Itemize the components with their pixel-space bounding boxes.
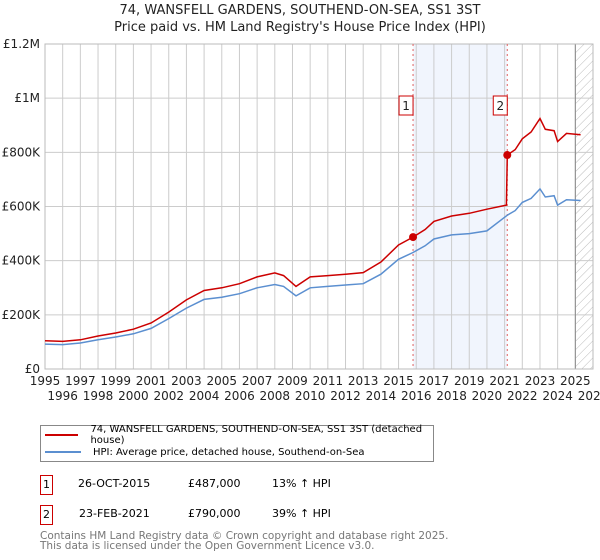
price-chart: 1995199619971998199920002001200220032004… — [2, 37, 600, 403]
x-tick-label: 2017 — [419, 374, 450, 388]
x-tick-label: 2014 — [366, 389, 397, 403]
marker-badge: 2 — [40, 505, 53, 525]
legend: 74, WANSFELL GARDENS, SOUTHEND-ON-SEA, S… — [40, 424, 434, 462]
x-tick-label: 1996 — [47, 389, 78, 403]
transaction-price: £487,000 — [188, 477, 241, 490]
transaction-hpi: 39% ↑ HPI — [272, 507, 331, 520]
footer: Contains HM Land Registry data © Crown c… — [40, 530, 449, 552]
transaction-date: 26-OCT-2015 — [78, 477, 151, 490]
x-tick-label: 2010 — [295, 389, 326, 403]
x-tick-label: 2026 — [578, 389, 600, 403]
marker-label: 1 — [402, 99, 410, 113]
legend-blue-line — [45, 451, 81, 453]
x-tick-label: 2013 — [348, 374, 379, 388]
y-tick-label: £1.2M — [3, 37, 40, 51]
y-tick-label: £400K — [2, 254, 42, 268]
x-tick-label: 2025 — [560, 374, 591, 388]
y-tick-label: £1M — [14, 91, 40, 105]
series-line — [44, 187, 581, 346]
x-tick-label: 2006 — [224, 389, 255, 403]
transaction-date: 23-FEB-2021 — [79, 507, 150, 520]
footer-line2: This data is licensed under the Open Gov… — [40, 540, 375, 552]
footer-line1: Contains HM Land Registry data © Crown c… — [40, 530, 449, 542]
transaction-price: £790,000 — [188, 507, 241, 520]
x-tick-label: 2012 — [330, 389, 361, 403]
y-tick-label: £600K — [2, 200, 42, 214]
x-tick-label: 1997 — [65, 374, 96, 388]
x-tick-label: 2000 — [118, 389, 149, 403]
x-tick-label: 2024 — [542, 389, 573, 403]
x-tick-label: 1999 — [100, 374, 131, 388]
series-line — [44, 116, 581, 343]
legend-property: 74, WANSFELL GARDENS, SOUTHEND-ON-SEA, S… — [90, 424, 423, 446]
y-tick-label: £200K — [2, 308, 42, 322]
x-tick-label: 2023 — [525, 374, 556, 388]
x-tick-label: 2008 — [260, 389, 291, 403]
marker-badge: 1 — [40, 475, 53, 495]
x-tick-label: 2002 — [153, 389, 184, 403]
x-tick-label: 2011 — [313, 374, 344, 388]
x-tick-label: 2005 — [207, 374, 238, 388]
x-tick-label: 2022 — [507, 389, 538, 403]
y-tick-label: £0 — [25, 362, 40, 376]
x-tick-label: 2016 — [401, 389, 432, 403]
x-tick-label: 2009 — [277, 374, 308, 388]
marker-label: 2 — [496, 99, 504, 113]
sale-point — [409, 233, 418, 242]
x-tick-label: 2001 — [136, 374, 167, 388]
x-tick-label: 2003 — [171, 374, 202, 388]
sale-point — [503, 151, 512, 160]
legend-red-line — [45, 434, 79, 436]
x-tick-label: 2020 — [472, 389, 503, 403]
x-tick-label: 2007 — [242, 374, 273, 388]
plot-border — [44, 43, 594, 370]
x-tick-label: 2021 — [489, 374, 520, 388]
chart-title: 74, WANSFELL GARDENS, SOUTHEND-ON-SEA, S… — [119, 3, 481, 18]
y-tick-label: £800K — [2, 145, 42, 159]
x-tick-label: 2015 — [383, 374, 414, 388]
legend-hpi: HPI: Average price, detached house, Sout… — [93, 446, 365, 458]
x-tick-label: 2019 — [454, 374, 485, 388]
x-tick-label: 2004 — [189, 389, 220, 403]
transaction-hpi: 13% ↑ HPI — [272, 477, 331, 490]
marker-box — [398, 95, 414, 116]
x-tick-label: 1998 — [83, 389, 114, 403]
x-tick-label: 2018 — [436, 389, 467, 403]
chart-subtitle: Price paid vs. HM Land Registry's House … — [114, 20, 486, 35]
marker-box — [492, 95, 508, 116]
x-tick-label: 1995 — [30, 374, 61, 388]
